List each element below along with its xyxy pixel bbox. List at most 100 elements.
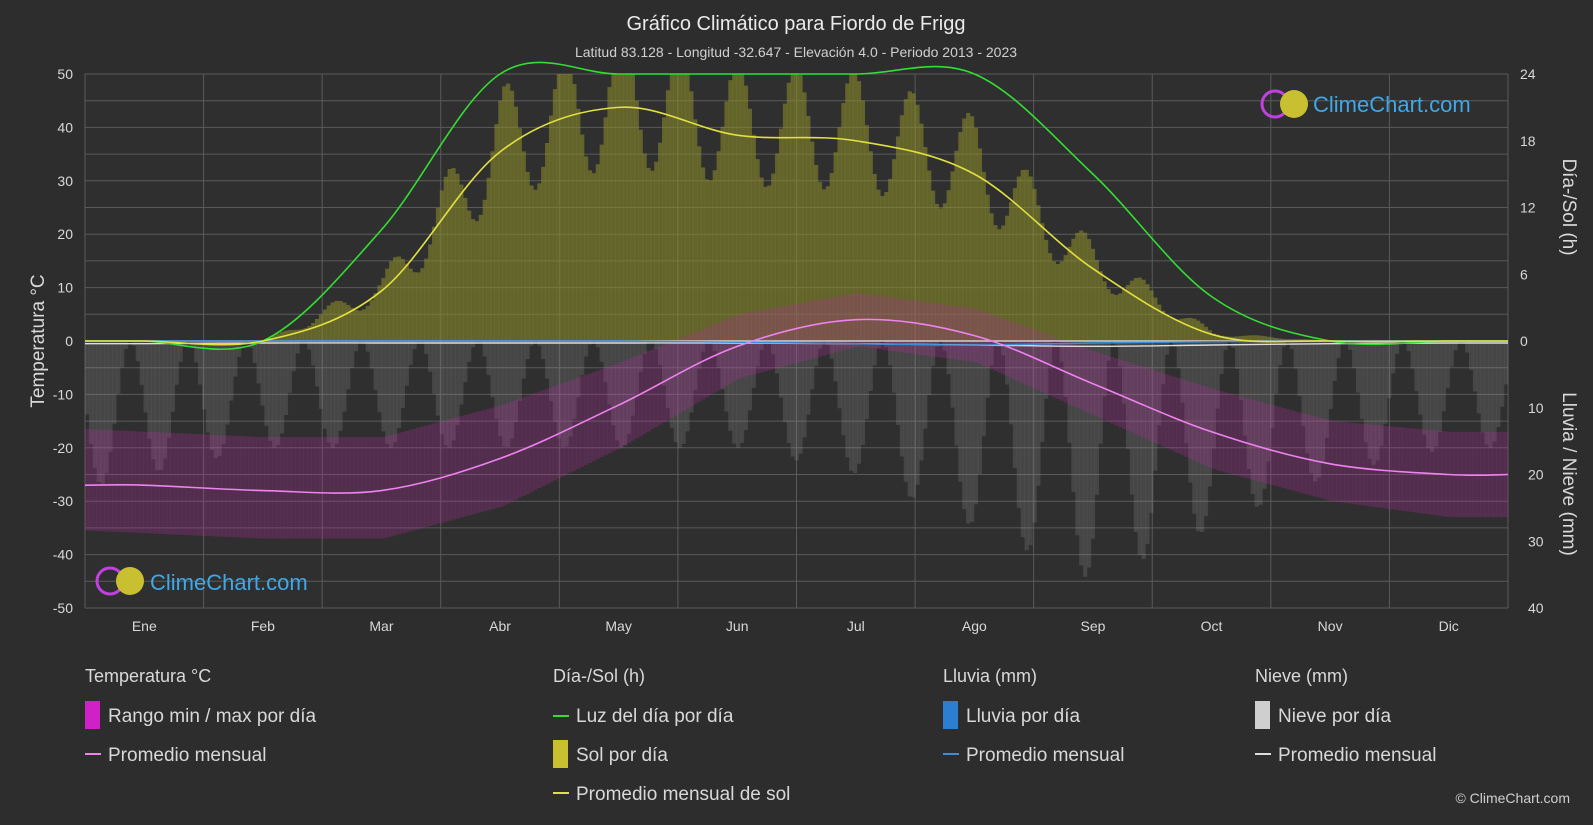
snow-day-bar [661,341,667,386]
snow-day-bar [969,341,975,522]
temp-range-day-bar [1293,411,1298,492]
snow-day-bar [541,341,546,360]
sun-day-bar [825,186,830,341]
snow-day-bar [1324,341,1329,438]
snow-day-bar [470,341,476,348]
snow-day-bar [942,341,947,351]
temp-range-day-bar [899,298,905,353]
sun-day-bar [552,89,558,341]
snow-day-bar [981,341,986,437]
snow-day-bar [108,341,113,452]
temp-range-day-bar [700,328,706,400]
temp-range-day-bar [739,313,745,378]
snow-day-bar [607,341,612,405]
sun-day-bar [771,173,776,341]
snow-day-bar [1445,341,1450,389]
snow-day-bar [307,341,312,350]
temp-range-day-bar [322,437,328,539]
temp-range-day-bar [661,344,667,423]
temp-range-day-bar [272,437,277,539]
sun-day-bar [1180,318,1185,341]
sun-day-bar [712,170,717,341]
sun-day-bar [1285,339,1290,341]
temp-range-day-bar [1324,419,1329,500]
temp-range-day-bar [677,338,682,414]
snow-day-bar [829,341,834,359]
sun-day-bar [521,151,526,341]
snow-day-bar [572,341,577,419]
snow-day-bar [123,341,129,349]
temp-range-day-bar [209,434,214,537]
temp-range-day-bar [1176,378,1181,454]
snow-day-bar [1133,341,1138,532]
temp-range-day-bar [213,434,218,537]
sun-day-bar [993,225,998,341]
left-tick-label: 20 [57,226,73,242]
sun-day-bar [767,185,772,341]
snow-day-bar [1332,341,1337,382]
sun-day-bar [1110,293,1115,341]
sun-day-bar [880,195,885,341]
temp-range-day-bar [697,330,702,402]
temp-range-day-bar [494,406,499,509]
temp-range-day-bar [884,296,889,351]
temp-range-day-bar [1398,427,1404,511]
temp-range-day-bar [568,380,573,473]
snow-day-bar [1453,341,1458,351]
sun-day-bar [1164,315,1170,341]
temp-range-day-bar [552,386,558,481]
temp-range-day-bar [1433,430,1439,516]
snow-day-bar [1379,341,1384,446]
temp-range-day-bar [782,306,788,367]
sun-day-bar [892,159,897,341]
snow-day-bar [1274,341,1279,394]
sun-day-bar [681,74,686,341]
sun-day-bar [849,74,854,341]
snow-day-bar [1371,341,1376,466]
temp-range-day-bar [365,437,370,539]
temp-range-day-bar [1359,423,1365,506]
legend-sun: Día-/Sol (h) Luz del día por día Sol por… [553,666,790,805]
sun-day-bar [1235,336,1240,341]
temp-range-day-bar [619,362,624,448]
sun-day-bar [455,173,460,341]
snow-day-bar [506,341,511,447]
month-tick-label: Jul [847,618,865,634]
temp-range-day-bar [946,305,951,359]
temp-range-day-bar [689,333,694,407]
temp-range-day-bar [396,432,402,535]
temp-range-day-bar [1102,354,1107,421]
snow-day-bar [642,341,647,354]
sun-day-bar [318,314,324,341]
temp-range-day-bar [357,437,363,539]
snow-day-bar [373,341,378,391]
legend-rain-swatch [943,701,958,729]
temp-range-day-bar [506,402,511,504]
legend-snow-avg-label: Promedio mensual [1278,745,1436,766]
legend-rain-label: Lluvia por día [966,706,1081,727]
tick-labels: 50 40 30 20 10 0 -10 -20 -30 -40 -50 24 18 12 6 0 10 20 30… [53,66,1544,634]
right-top-tick-label: 24 [1520,66,1536,82]
sun-day-bar [1008,202,1014,341]
temp-range-day-bar [1430,430,1435,515]
snow-day-bar [1320,341,1326,463]
temp-range-day-bar [529,394,534,492]
temp-range-day-bar [1258,401,1263,482]
temp-range-day-bar [915,300,920,355]
temp-range-day-bar [1344,422,1349,504]
snow-day-bar [1059,341,1064,362]
snow-day-bar [1422,341,1427,435]
snow-day-bar [1359,341,1365,419]
temp-range-day-bar [521,397,526,496]
snow-day-bar [443,341,448,446]
temp-range-day-bar [420,426,425,529]
sun-day-bar [311,322,316,341]
snow-day-bar [494,341,499,419]
temp-range-day-bar [903,299,908,353]
temp-range-day-bar [560,383,565,477]
sun-day-bar [1090,248,1096,341]
snow-day-bar [1391,341,1396,374]
snow-day-bar [139,341,144,385]
snow-day-bar [338,341,343,431]
temp-range-day-bar [178,433,183,535]
